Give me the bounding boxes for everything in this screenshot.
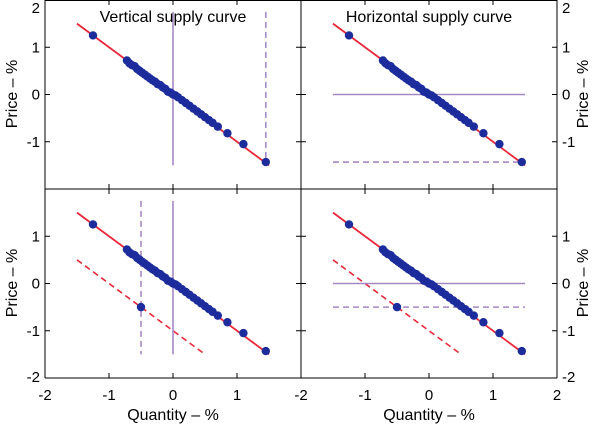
x-tick-label: 0 — [169, 387, 177, 404]
x-tick-label: 2 — [553, 387, 561, 404]
panel-plot-area — [76, 200, 270, 356]
panel-plot-area — [76, 11, 270, 167]
data-point — [344, 31, 354, 40]
shifted-data-point — [392, 302, 402, 312]
x-tick-label: -1 — [102, 387, 115, 404]
shifted-data-point — [136, 302, 146, 312]
data-point — [261, 346, 270, 356]
panel-title: Horizontal supply curve — [346, 9, 512, 26]
shifted-demand-line — [76, 259, 206, 356]
x-tick-label: 1 — [233, 387, 241, 404]
data-point — [239, 328, 248, 338]
data-point — [469, 311, 478, 320]
y-tick-label: -1 — [562, 134, 575, 151]
data-point — [469, 122, 478, 131]
data-point — [213, 122, 222, 131]
y-tick-label: 2 — [32, 0, 40, 17]
data-point — [223, 129, 232, 138]
data-point — [495, 139, 504, 149]
y-tick-label: 0 — [562, 87, 570, 104]
shifted-demand-line — [332, 259, 462, 356]
y-tick-label: 1 — [562, 39, 570, 56]
data-point — [213, 311, 222, 320]
data-point — [479, 129, 488, 138]
data-point — [344, 220, 354, 229]
y-tick-label: 1 — [32, 228, 40, 245]
y-tick-label: -2 — [562, 369, 575, 386]
x-tick-label: 0 — [425, 387, 433, 404]
x-tick-label: -2 — [294, 387, 307, 404]
panel-1: Vertical supply curve 2 1 0 -1 — [27, 0, 301, 189]
panel-plot-area — [332, 22, 526, 167]
ylabel-right-top: Price – % — [575, 60, 592, 128]
y-tick-label: 0 — [562, 276, 570, 293]
figure-frame — [44, 0, 558, 379]
y-tick-label: -1 — [27, 323, 40, 340]
y-tick-label: 2 — [562, 0, 570, 17]
panel-title: Vertical supply curve — [100, 9, 247, 26]
ylabel-left-top: Price – % — [4, 60, 21, 128]
y-tick-label: -1 — [562, 323, 575, 340]
data-point — [517, 346, 526, 356]
y-tick-label: 0 — [32, 276, 40, 293]
x-tick-label: -1 — [358, 387, 371, 404]
x-tick-label: 1 — [489, 387, 497, 404]
panel-4: 1 0 -1 -2 -2 -1 0 1 2 — [294, 189, 575, 404]
panel-3: 1 0 -1 -2-2 -1 0 1 — [27, 189, 301, 404]
panel-plot-area — [332, 211, 526, 356]
data-point — [261, 157, 270, 167]
y-tick-label: 1 — [32, 39, 40, 56]
data-point — [88, 31, 98, 40]
y-tick-label: -1 — [27, 134, 40, 151]
data-point — [517, 157, 526, 167]
y-tick-label: -2 — [27, 369, 40, 386]
panel-2: Horizontal supply curve 2 1 0 -1 — [301, 0, 575, 189]
x-tick-label: -2 — [38, 387, 51, 404]
ylabel-left-bottom: Price – % — [4, 249, 21, 317]
data-point — [239, 139, 248, 149]
data-point — [88, 220, 98, 229]
y-tick-label: 0 — [32, 87, 40, 104]
data-point — [223, 318, 232, 327]
y-tick-label: 1 — [562, 228, 570, 245]
data-point — [479, 318, 488, 327]
ylabel-right-bottom: Price – % — [575, 249, 592, 317]
xlabel-left: Quantity – % — [127, 407, 219, 424]
data-point — [495, 328, 504, 338]
xlabel-right: Quantity – % — [383, 407, 475, 424]
